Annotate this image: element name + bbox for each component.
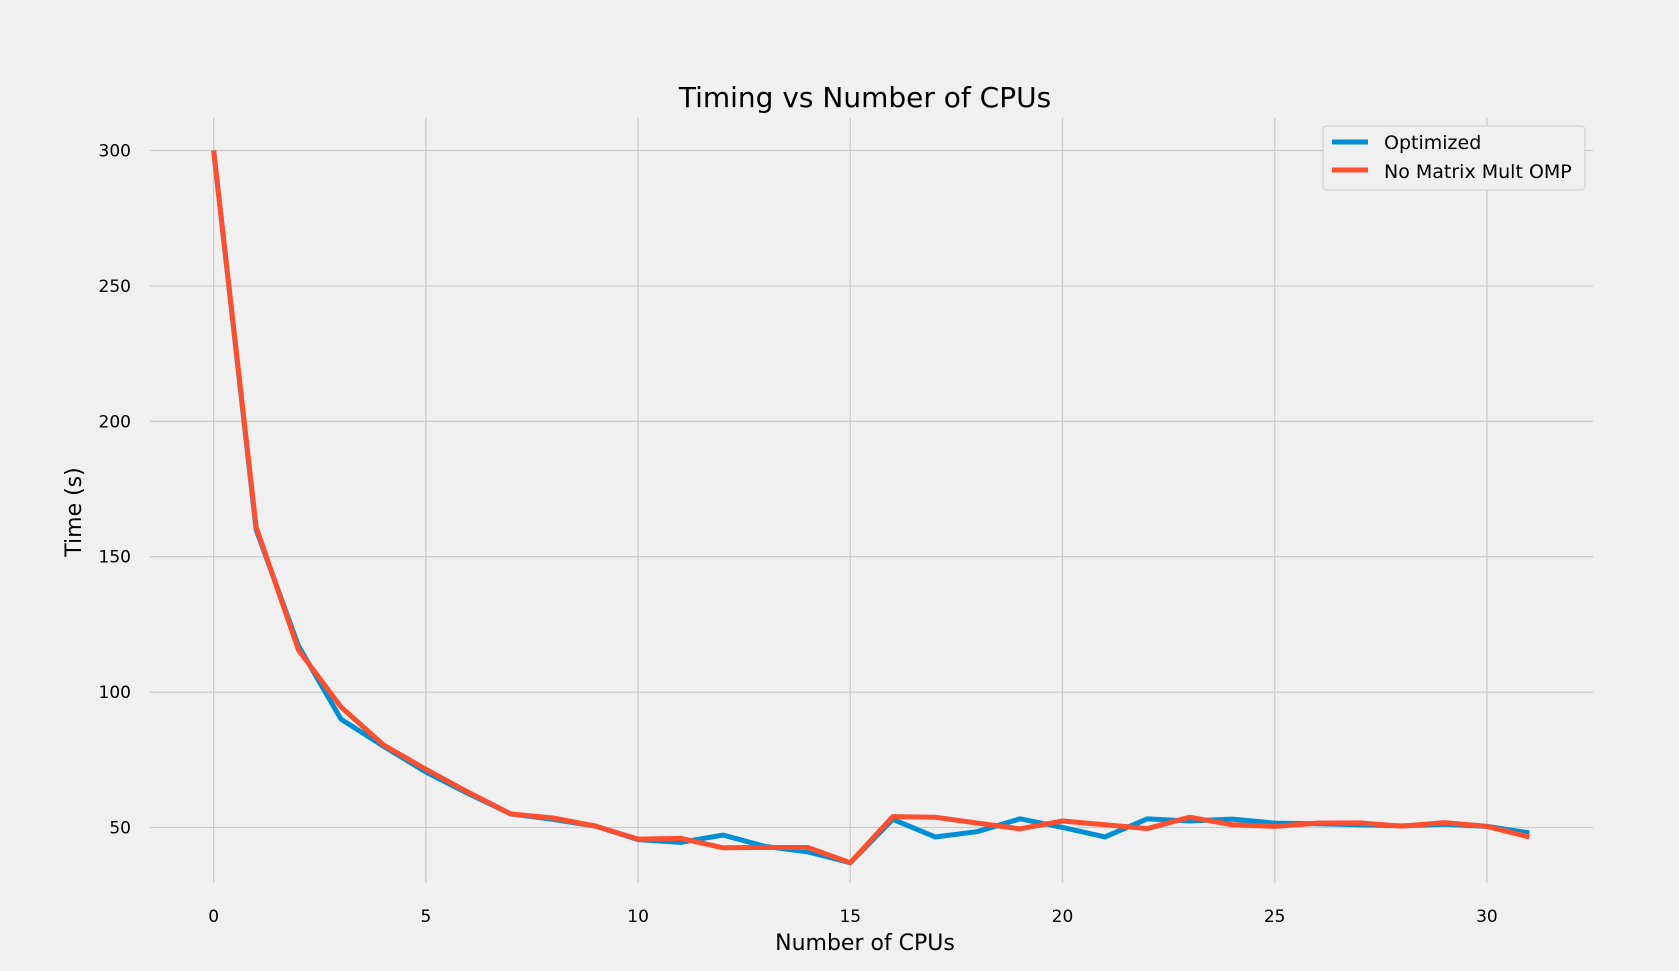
- tick-labels: 0 5 10 15 20 25 30 50 100 150 200 250 300: [99, 141, 1498, 927]
- legend-box: [1322, 125, 1586, 191]
- legend-label-optimized: Optimized: [1384, 132, 1481, 154]
- x-tick-label: 0: [208, 907, 219, 927]
- y-tick-label: 250: [99, 277, 131, 297]
- x-tick-label: 15: [839, 907, 861, 927]
- y-tick-label: 100: [99, 683, 131, 703]
- y-tick-label: 50: [109, 818, 131, 838]
- x-axis-label: Number of CPUs: [775, 931, 955, 956]
- x-tick-label: 10: [627, 907, 649, 927]
- y-axis-label: Time (s): [62, 467, 87, 557]
- x-tick-label: 25: [1264, 907, 1286, 927]
- series-lines: [211, 150, 1530, 866]
- x-tick-label: 30: [1476, 907, 1498, 927]
- series-line-no-matrix-mult-omp: [211, 150, 1530, 866]
- grid-lines: [150, 118, 1593, 883]
- x-tick-label: 20: [1052, 907, 1074, 927]
- x-tick-label: 5: [420, 907, 431, 927]
- y-tick-label: 300: [99, 141, 131, 161]
- y-tick-label: 200: [99, 412, 131, 432]
- legend: Optimized No Matrix Mult OMP: [1322, 125, 1586, 191]
- legend-label-no-matrix-mult-omp: No Matrix Mult OMP: [1384, 161, 1572, 183]
- chart-title: Timing vs Number of CPUs: [678, 81, 1051, 114]
- y-tick-label: 150: [99, 548, 131, 568]
